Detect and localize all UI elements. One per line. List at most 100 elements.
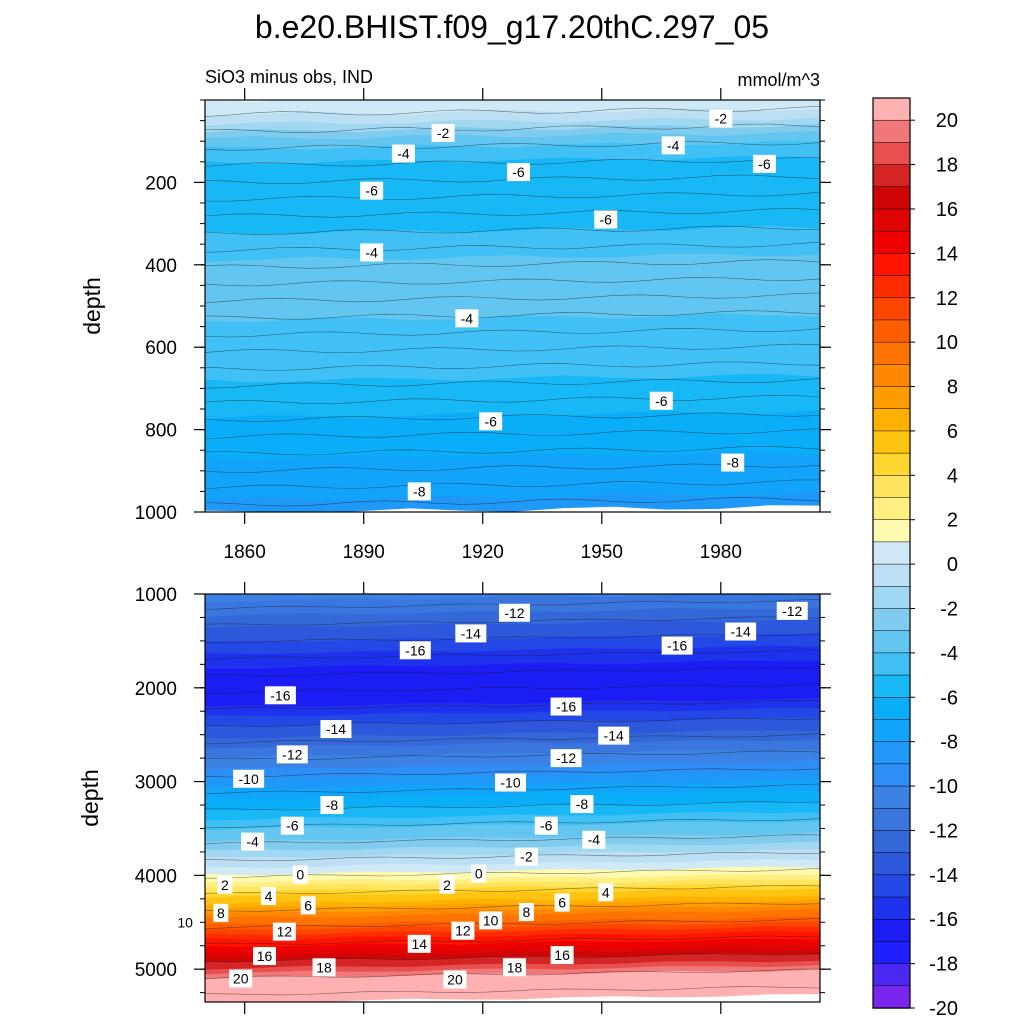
contour-label-box (320, 720, 352, 739)
contour-band (205, 918, 820, 931)
contour-band (205, 258, 820, 270)
contour-label-box (534, 816, 558, 835)
contour-label-box (721, 453, 745, 472)
colorbar-frame (872, 97, 911, 1009)
contour-band (205, 461, 820, 473)
contour-label: -16 (405, 642, 425, 658)
contour-label-box (455, 309, 479, 328)
colorbar: 20181614121086420-2-4-6-8-10-12-14-16-18… (872, 97, 958, 1020)
contour-label-box (752, 154, 776, 173)
contour-band (205, 662, 820, 675)
contour-band (205, 767, 820, 779)
contour-band (205, 471, 820, 484)
contour-band (205, 208, 820, 221)
contour-band (205, 191, 820, 204)
contour-band (205, 281, 820, 294)
contour-band (205, 973, 820, 987)
contour-label: -14 (326, 721, 346, 737)
contour-band (205, 438, 820, 451)
y-tick-label: 2000 (135, 679, 177, 700)
lower-contour-fill (205, 594, 820, 1002)
contour-label: 4 (265, 888, 273, 904)
contour-label-box (598, 883, 614, 902)
contour-band (205, 194, 820, 206)
x-tick-label: 1920 (462, 542, 504, 563)
contour-line (205, 834, 820, 845)
contour-band (205, 620, 820, 633)
contour-band (205, 769, 820, 782)
contour-label-box (360, 243, 384, 262)
contour-band (205, 341, 820, 354)
contour-band (205, 895, 820, 908)
contour-label-box (439, 875, 455, 894)
y-tick-label: 400 (145, 256, 177, 277)
x-tick-label: 1890 (343, 542, 385, 563)
contour-label-box (649, 391, 673, 410)
colorbar-swatch (872, 297, 911, 321)
colorbar-swatch (872, 652, 911, 676)
contour-band (205, 702, 820, 715)
contour-line (205, 801, 820, 811)
contour-band (205, 742, 820, 755)
contour-label-box (554, 893, 570, 912)
contour-band (205, 225, 820, 238)
colorbar-label: 20 (936, 110, 958, 132)
contour-band (205, 301, 820, 313)
contour-line (205, 633, 820, 644)
contour-label-box (661, 636, 693, 655)
y-tick-label: 1000 (135, 585, 177, 606)
contour-label: -12 (282, 746, 302, 762)
contour-band (205, 812, 820, 824)
contour-band (205, 911, 820, 923)
contour-band (205, 667, 820, 680)
contour-band (205, 846, 820, 859)
contour-band (205, 286, 820, 299)
units-label: mmol/m^3 (738, 70, 820, 90)
contour-band (205, 388, 820, 401)
contour-label-box (276, 745, 308, 764)
contour-band (205, 827, 820, 840)
contour-band (205, 814, 820, 827)
contour-band (205, 494, 820, 506)
contour-band (205, 739, 820, 752)
contour-label-box (300, 896, 316, 915)
contour-label-box (391, 144, 415, 163)
contour-line (205, 986, 820, 996)
contour-label: -2 (520, 849, 533, 865)
contour-line (205, 717, 820, 727)
contour-label: -4 (588, 832, 601, 848)
contour-band (205, 825, 820, 838)
contour-band (205, 832, 820, 845)
contour-band (205, 412, 820, 424)
contour-band (205, 123, 820, 136)
contour-line (205, 852, 820, 861)
contour-line (205, 191, 820, 202)
contour-band (205, 128, 820, 140)
contour-band (205, 100, 820, 110)
contour-band (205, 720, 820, 732)
contour-label-box (431, 123, 455, 142)
contour-band (205, 764, 820, 777)
contour-band (205, 315, 820, 328)
contour-band (205, 839, 820, 851)
contour-band (205, 253, 820, 266)
contour-band (205, 196, 820, 208)
contour-label: 12 (277, 924, 293, 940)
contour-band (205, 722, 820, 735)
contour-line (205, 479, 820, 490)
x-tick-label: 1860 (224, 542, 266, 563)
contour-band (205, 135, 820, 148)
contour-label-box (443, 970, 467, 989)
contour-band (205, 443, 820, 456)
contour-label: -16 (667, 638, 687, 654)
y-tick-label: 3000 (135, 773, 177, 794)
contour-label-box (502, 958, 526, 977)
contour-band (205, 755, 820, 769)
colorbar-label: 10 (936, 332, 958, 354)
contour-band (205, 262, 820, 275)
contour-band (205, 978, 820, 991)
lower-contour-labels: -12 -12 -14 -14 -16 -16 -16 -16 -14 -14 -12 -12 -10 -… (173, 601, 808, 989)
y-tick-label: 800 (145, 421, 177, 442)
colorbar-swatch (872, 142, 911, 166)
